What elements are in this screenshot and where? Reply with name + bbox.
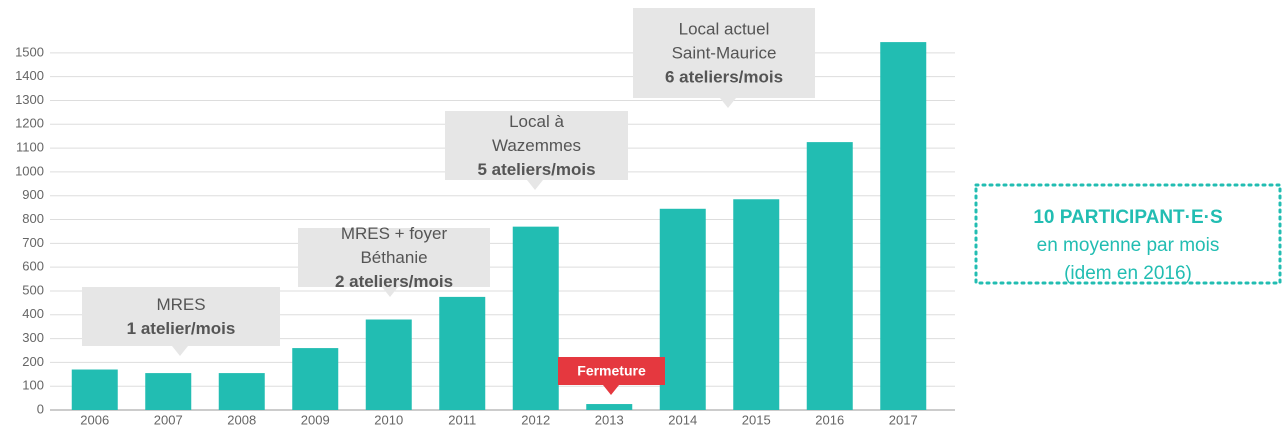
- bar: [806, 142, 853, 410]
- callout-text: Local à: [509, 112, 564, 131]
- bar: [145, 373, 192, 410]
- callout-text: 2 ateliers/mois: [335, 272, 453, 291]
- y-tick-label: 1500: [15, 44, 44, 59]
- bar: [71, 369, 118, 410]
- y-tick-label: 700: [22, 235, 44, 250]
- y-tick-label: 1300: [15, 92, 44, 107]
- callout-text: Saint-Maurice: [672, 43, 777, 62]
- callout-text: Béthanie: [360, 248, 427, 267]
- callout-box: [633, 8, 815, 108]
- y-tick-label: 900: [22, 187, 44, 202]
- bar: [586, 404, 633, 410]
- y-tick-label: 100: [22, 378, 44, 393]
- note-text: 10 PARTICIPANT·E·S: [1033, 207, 1222, 228]
- y-tick-label: 400: [22, 306, 44, 321]
- x-tick-label: 2012: [521, 412, 550, 427]
- x-tick-label: 2014: [668, 412, 697, 427]
- y-tick-label: 600: [22, 259, 44, 274]
- note-text: (idem en 2016): [1064, 263, 1192, 284]
- bar: [880, 42, 927, 411]
- x-tick-label: 2009: [301, 412, 330, 427]
- bar: [365, 319, 412, 410]
- callout-text: Wazemmes: [492, 136, 581, 155]
- x-tick-label: 2010: [374, 412, 403, 427]
- y-tick-label: 300: [22, 330, 44, 345]
- callout-text: Fermeture: [577, 363, 646, 379]
- bar: [292, 348, 339, 410]
- y-tick-label: 0: [37, 401, 44, 416]
- note-text: en moyenne par mois: [1037, 235, 1220, 256]
- x-tick-label: 2015: [742, 412, 771, 427]
- y-tick-label: 1100: [16, 140, 44, 155]
- callout-box: [445, 111, 628, 190]
- bar: [659, 208, 706, 410]
- y-tick-label: 500: [22, 282, 44, 297]
- y-tick-label: 800: [22, 211, 44, 226]
- callout-text: 6 ateliers/mois: [665, 67, 783, 86]
- callout-text: 5 ateliers/mois: [477, 160, 595, 179]
- y-tick-label: 1200: [15, 116, 44, 131]
- x-tick-label: 2006: [80, 412, 109, 427]
- callout-text: MRES: [156, 295, 205, 314]
- callout-box: [298, 228, 490, 297]
- x-tick-label: 2013: [595, 412, 624, 427]
- y-tick-label: 200: [22, 354, 44, 369]
- callout-box: [82, 287, 280, 356]
- y-tick-label: 1000: [15, 163, 44, 178]
- bar: [512, 226, 559, 410]
- callout-box: [558, 357, 665, 395]
- x-tick-label: 2011: [448, 412, 476, 427]
- x-tick-label: 2008: [227, 412, 256, 427]
- callout-text: 1 atelier/mois: [127, 319, 236, 338]
- bar: [218, 373, 265, 410]
- callout-text: Local actuel: [679, 19, 770, 38]
- bar: [733, 199, 780, 410]
- callout-text: MRES + foyer: [341, 224, 448, 243]
- note-box: [974, 183, 1282, 285]
- x-tick-label: 2007: [154, 412, 183, 427]
- y-tick-label: 1400: [15, 68, 44, 83]
- bar: [439, 296, 486, 410]
- x-tick-label: 2016: [815, 412, 844, 427]
- x-tick-label: 2017: [889, 412, 918, 427]
